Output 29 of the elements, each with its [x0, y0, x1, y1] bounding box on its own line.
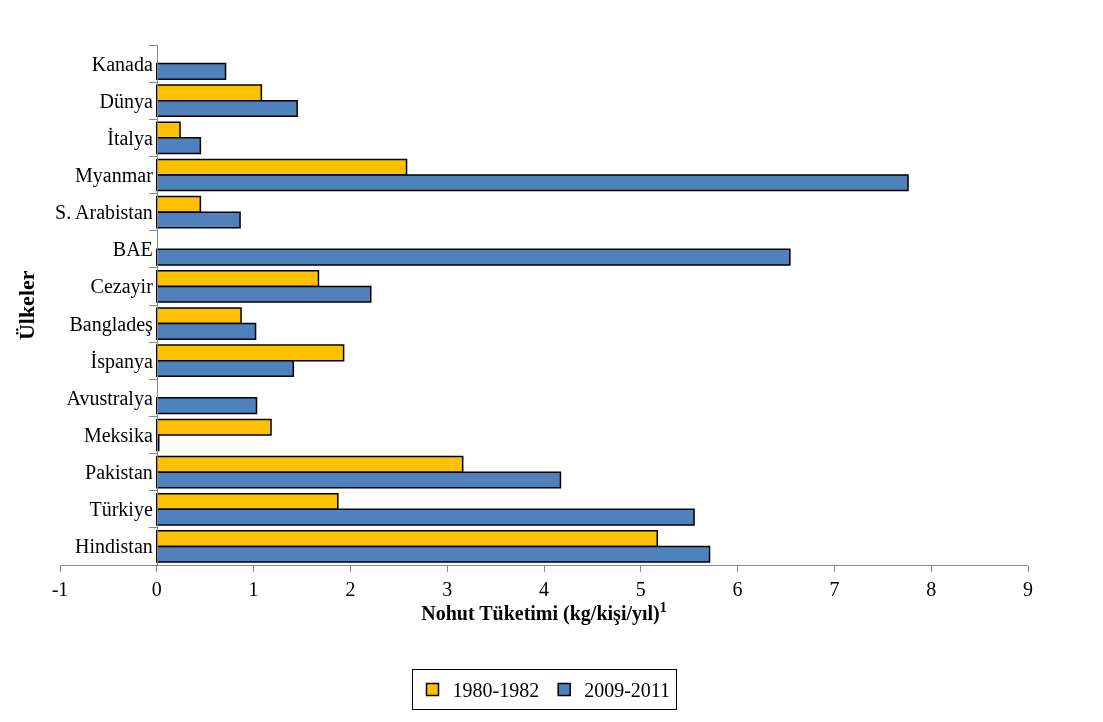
y-tick-label: Türkiye: [89, 498, 153, 522]
x-tick-label: 1: [248, 578, 259, 600]
x-axis-title: Nohut Tüketimi (kg/kişi/yıl)$^{1}$: [421, 600, 667, 626]
y-tick-label: İspanya: [90, 349, 153, 373]
y-tick-label: Meksika: [83, 424, 153, 446]
y-tick-label: Pakistan: [85, 461, 153, 484]
x-tick-label: 2: [345, 578, 356, 600]
x-tick-label: 9: [1023, 578, 1033, 600]
y-tick-label: Myanmar: [75, 164, 154, 187]
x-tick-label: 0: [151, 578, 162, 600]
y-tick-label: Cezayir: [90, 275, 154, 299]
y-tick-label: Bangladeş: [69, 312, 154, 336]
x-tick-label: 6: [732, 578, 743, 600]
y-tick-label: Hindistan: [75, 535, 153, 558]
x-tick-label: 3: [442, 578, 453, 600]
y-tick-label: BAE: [112, 238, 153, 261]
y-tick-label: Kanada: [91, 52, 153, 75]
y-tick-label: İtalya: [107, 126, 153, 150]
y-axis-title: Ülkeler: [14, 270, 40, 341]
x-tick-label: 4: [539, 578, 549, 600]
legend-label: 1980-1982: [452, 679, 540, 702]
legend-label: 2009-2011: [584, 679, 671, 702]
x-tick-label: -1: [51, 578, 69, 600]
y-tick-label: S. Arabistan: [55, 201, 153, 224]
y-tick-label: Dünya: [99, 89, 153, 113]
y-tick-label: Avustralya: [66, 386, 153, 410]
x-tick-label: 5: [635, 578, 646, 600]
x-tick-label: 7: [829, 578, 840, 600]
x-tick-label: 8: [926, 578, 937, 600]
